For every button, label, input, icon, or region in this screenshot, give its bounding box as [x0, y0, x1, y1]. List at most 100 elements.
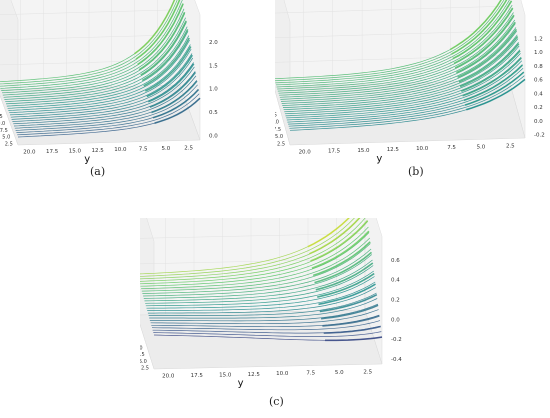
caption-b: (b) [408, 165, 424, 178]
y-tick-label: 17.5 [191, 373, 204, 379]
surface-contour [0, 0, 183, 89]
y-tick-label: 10.0 [276, 371, 289, 377]
y-tick-label: 15.0 [357, 148, 370, 154]
surface-ridge [460, 50, 521, 92]
surface-ridge [141, 29, 189, 82]
surface-ridge [453, 7, 514, 65]
y-tick-label: 20.0 [299, 150, 312, 156]
y-tick-label: 12.5 [387, 147, 400, 153]
z-tick-label: -0.2 [391, 337, 402, 343]
y-axis-label: y [376, 153, 382, 164]
x-tick-label: 5.0 [2, 135, 10, 141]
surface-contour [10, 57, 194, 118]
z-tick-label: 0.2 [391, 298, 400, 304]
surface-contour [143, 254, 373, 299]
z-tick-label: 0.0 [534, 119, 543, 125]
z-tick-label: 0.8 [534, 64, 543, 70]
surface-contour [5, 26, 188, 103]
surface-contour [7, 39, 190, 109]
y-tick-label: 2.5 [506, 143, 515, 149]
caption-a: (a) [90, 165, 106, 178]
surface-contour [8, 44, 191, 111]
surface-ridge [143, 37, 190, 87]
surface-contour [280, 23, 516, 100]
x-tick-label: 12.5 [0, 114, 3, 120]
y-tick-label: 5.0 [162, 146, 171, 152]
surface-ridge [463, 64, 524, 102]
z-tick-label: -0.4 [391, 357, 402, 363]
surface-ridge [308, 209, 367, 255]
z-tick-label: 0.6 [534, 78, 543, 84]
surface-contour [282, 38, 519, 108]
grid-line [0, 59, 181, 66]
z-tick-label: 1.0 [209, 87, 218, 93]
surface-ridge [462, 57, 522, 97]
surface-contour [284, 49, 521, 115]
y-tick-label: 7.5 [139, 147, 148, 153]
z-tick-label: 1.2 [534, 36, 543, 42]
surface-contour [17, 93, 200, 136]
y-tick-label: 12.5 [92, 148, 105, 154]
y-tick-label: 12.5 [248, 372, 261, 378]
y-tick-label: 10.0 [114, 147, 127, 153]
z-tick-label: 0.4 [534, 91, 543, 97]
surface-ridge [134, 0, 176, 55]
surface-contour [140, 226, 369, 287]
surface-ridge [323, 325, 381, 334]
surface-contour [282, 34, 518, 106]
surface-ridge [449, 0, 502, 51]
x-tick-label: 10.0 [0, 121, 5, 127]
x-tick-label: 7.5 [0, 128, 8, 134]
surface-contour [283, 41, 519, 111]
chart-panel-a: Ω (a.u.)20.017.515.012.510.07.55.02.5y2.… [0, 0, 275, 180]
surface-ridge [312, 241, 371, 277]
surface-ridge [318, 283, 376, 306]
surface-ridge [314, 251, 373, 284]
y-tick-label: 2.5 [184, 145, 193, 151]
x-tick-label: 7.5 [140, 352, 145, 358]
surface-contour [5, 31, 189, 105]
surface-ridge [466, 78, 526, 111]
surface-ridge [317, 272, 375, 298]
surface-contour [145, 270, 374, 307]
y-tick-label: 7.5 [447, 145, 456, 151]
grid-line [273, 30, 510, 38]
grid-line [136, 284, 366, 290]
surface-ridge [457, 28, 518, 79]
y-tick-label: 5.0 [477, 144, 486, 150]
surface-contour [149, 303, 379, 322]
surface-contour [13, 75, 197, 127]
surface-ridge [319, 293, 378, 313]
surface-contour [1, 8, 185, 94]
surface-ridge [147, 63, 195, 103]
surface-ridge [152, 89, 200, 119]
grid-line [0, 9, 181, 15]
x-tick-label: 5.0 [275, 134, 283, 140]
surface-ridge [149, 71, 197, 108]
y-tick-label: 10.0 [416, 146, 429, 152]
y-tick-label: 17.5 [46, 149, 59, 155]
surface-plot-b: Ω (a.u.)20.017.515.012.510.07.55.02.5y2.… [260, 0, 545, 164]
surface-contour [11, 62, 194, 120]
surface-contour [141, 237, 371, 292]
surface-contour [279, 19, 516, 98]
surface-contour [274, 0, 505, 82]
grid-line [273, 55, 510, 63]
surface-ridge [322, 315, 380, 327]
surface-ridge [146, 54, 193, 98]
surface-contour [142, 243, 371, 294]
y-tick-label: 7.5 [306, 371, 315, 377]
surface-contour [151, 320, 381, 331]
surface-contour [277, 4, 513, 90]
surface-ridge [137, 3, 184, 66]
y-tick-label: 2.5 [363, 369, 372, 375]
z-tick-label: 0.0 [391, 317, 400, 323]
surface-ridge [325, 336, 383, 342]
grid-line [136, 233, 366, 239]
surface-contour [286, 60, 523, 121]
surface-ridge [458, 35, 519, 83]
surface-ridge [454, 14, 515, 69]
surface-contour [149, 298, 378, 319]
x-tick-label: 2.5 [5, 142, 13, 148]
grid-line [136, 258, 366, 265]
